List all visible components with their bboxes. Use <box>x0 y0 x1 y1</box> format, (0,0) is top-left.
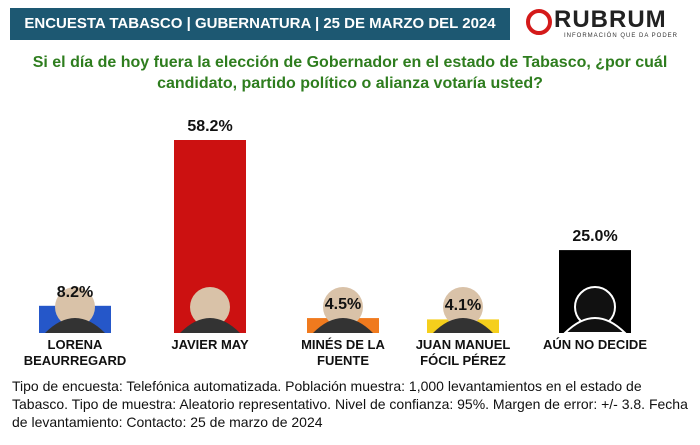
x-tick-label: JAVIER MAY <box>171 337 249 352</box>
x-tick-label: MINÉS DE LA FUENTE <box>301 337 385 368</box>
candidate-body <box>433 318 493 333</box>
value-label: 58.2% <box>187 118 233 135</box>
value-label: 8.2% <box>56 283 94 301</box>
header-title: ENCUESTA TABASCO | GUBERNATURA | 25 DE M… <box>10 8 510 40</box>
value-label: 4.1% <box>444 297 482 315</box>
candidate-photo <box>443 287 483 327</box>
logo-word: RUBRUM <box>554 6 667 33</box>
candidate-body <box>562 317 628 334</box>
footer-note: Tipo de encuesta: Telefónica automatizad… <box>12 378 688 430</box>
x-tick-label: AÚN NO DECIDE <box>542 337 647 352</box>
x-tick-label: JUAN MANUEL FÓCIL PÉREZ <box>415 337 511 368</box>
candidate-photo <box>323 287 363 327</box>
logo-tagline: INFORMACIÓN QUE DA PODER <box>564 33 679 39</box>
value-label: 4.5% <box>324 296 362 314</box>
chart-title: Si el día de hoy fuera la elección de Go… <box>32 54 668 92</box>
value-label: 25.0% <box>572 228 618 246</box>
candidate-photo <box>190 287 230 327</box>
logo: RUBRUM INFORMACIÓN QUE DA PODER <box>524 6 694 42</box>
candidate-body <box>313 318 373 333</box>
logo-mark <box>526 9 552 35</box>
candidate-photo <box>55 287 95 327</box>
candidate-body <box>45 318 105 333</box>
x-tick-label: LORENA BEAURREGARD <box>23 337 127 368</box>
candidate-body <box>180 318 240 333</box>
